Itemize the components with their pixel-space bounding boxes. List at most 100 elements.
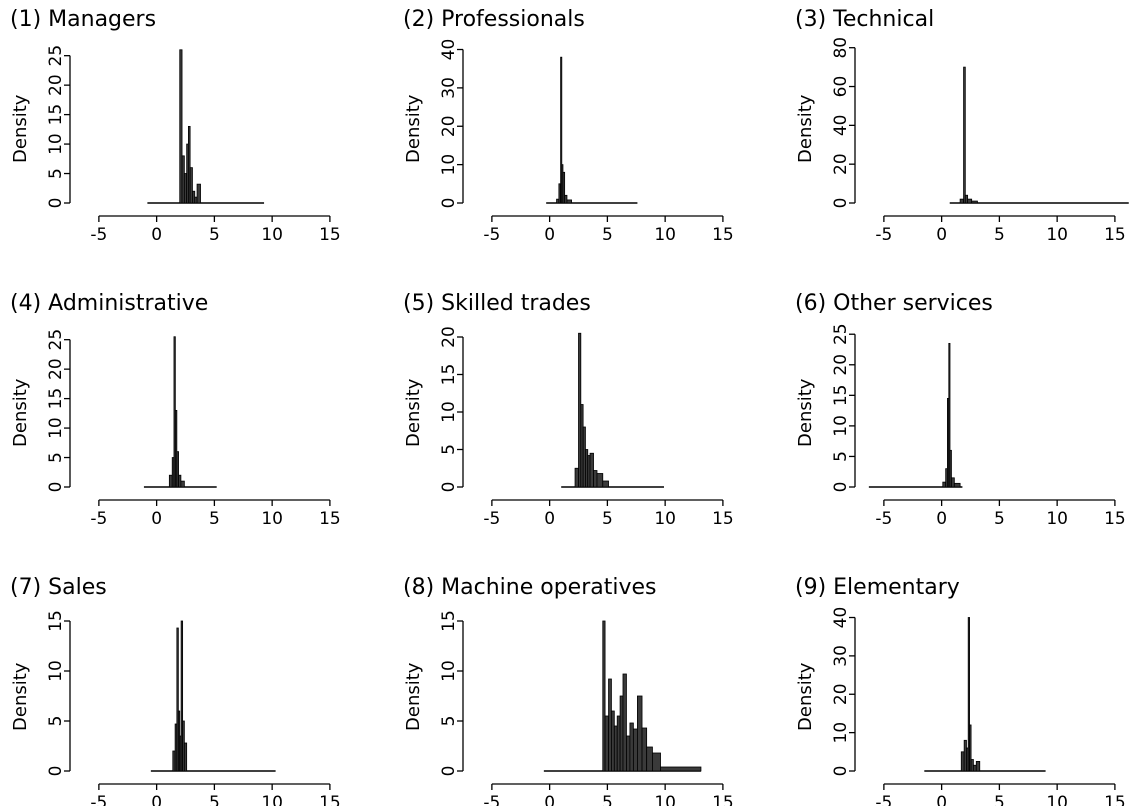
- x-tick-label: -5: [483, 225, 500, 245]
- x-tick-label: 0: [936, 509, 947, 529]
- x-tick-label: 5: [209, 509, 220, 529]
- histogram-bar: [942, 481, 947, 488]
- x-tick-label: 0: [936, 225, 947, 245]
- panel-6: (6) Other services Density 0 5 10 15 20 25 -5 0 5 1…: [795, 291, 1126, 529]
- y-axis-label: Density: [795, 378, 816, 447]
- y-tick-label: 15: [46, 388, 66, 410]
- x-tick-label: 0: [151, 225, 162, 245]
- panel-1: (1) Managers Density 0 5 10 15 20 25 -5 0 5 10 15: [10, 7, 341, 245]
- x-tick-label: 10: [1046, 509, 1068, 529]
- y-tick-label: 0: [46, 766, 66, 777]
- histogram-bar: [187, 125, 191, 204]
- x-tick-label: 15: [1104, 509, 1126, 529]
- histogram-bar: [604, 715, 609, 772]
- x-tick-label: 15: [1104, 793, 1126, 806]
- histogram-bar: [646, 746, 653, 772]
- y-tick-label: 15: [831, 385, 851, 407]
- y-tick-label: 5: [46, 716, 66, 727]
- histogram-bar: [574, 467, 579, 488]
- y-tick-label: 40: [831, 607, 851, 629]
- y-axis-label: Density: [403, 378, 424, 447]
- panel-9: (9) Elementary Density 0 10 20 30 40 -5 0 5 10 15: [795, 575, 1126, 806]
- y-tick-label: 30: [831, 645, 851, 667]
- x-tick-label: 10: [261, 225, 283, 245]
- panel-8: (8) Machine operatives Density 0 5 10 15 -5 0 5 1…: [403, 575, 734, 806]
- histogram-bar: [622, 673, 627, 772]
- x-tick-label: -5: [875, 509, 892, 529]
- histogram-bar: [967, 617, 970, 772]
- x-tick-label: 15: [712, 793, 734, 806]
- x-tick-label: -5: [483, 793, 500, 806]
- histogram-bar: [619, 695, 624, 772]
- histogram-bar: [596, 473, 604, 488]
- y-tick-label: 10: [831, 415, 851, 437]
- x-tick-label: 15: [319, 793, 341, 806]
- y-tick-label: 5: [46, 452, 66, 463]
- panel-4: (4) Administrative Density 0 5 10 15 20 25 -5 0 5 1…: [10, 291, 341, 529]
- y-tick-label: 15: [46, 104, 66, 126]
- histogram-bar: [967, 198, 973, 204]
- x-tick-label: -5: [90, 509, 107, 529]
- y-tick-label: 40: [831, 115, 851, 137]
- x-tick-label: 0: [151, 509, 162, 529]
- x-tick-label: 15: [712, 509, 734, 529]
- y-axis-label: Density: [10, 662, 31, 731]
- histogram-bar: [562, 171, 566, 204]
- histogram-bar: [971, 200, 978, 204]
- x-tick-label: 10: [654, 793, 676, 806]
- histogram-bar: [960, 751, 965, 772]
- y-tick-label: 10: [439, 660, 459, 682]
- histogram-bar: [972, 764, 977, 772]
- y-tick-label: 10: [46, 660, 66, 682]
- panel-title: (9) Elementary: [795, 575, 960, 600]
- y-tick-label: 20: [439, 326, 459, 348]
- y-tick-label: 15: [439, 364, 459, 386]
- y-tick-label: 0: [831, 198, 851, 209]
- panel-title: (8) Machine operatives: [403, 575, 656, 600]
- histogram-bar: [613, 725, 618, 772]
- x-tick-label: 0: [936, 793, 947, 806]
- histogram-bar: [180, 620, 184, 772]
- y-tick-label: 5: [831, 451, 851, 462]
- y-tick-label: 20: [831, 153, 851, 175]
- histogram-bar: [611, 710, 615, 772]
- y-tick-label: 0: [439, 482, 459, 493]
- panel-title: (4) Administrative: [10, 291, 208, 316]
- panel-5: (5) Skilled trades Density 0 5 10 15 20 -5 0 5 10 1…: [403, 291, 734, 529]
- histogram-bar: [593, 470, 598, 488]
- panel-title: (7) Sales: [10, 575, 107, 600]
- x-tick-label: 15: [319, 225, 341, 245]
- y-tick-label: 0: [439, 766, 459, 777]
- y-tick-label: 60: [831, 76, 851, 98]
- y-tick-label: 0: [46, 482, 66, 493]
- x-tick-label: -5: [90, 793, 107, 806]
- x-tick-label: 5: [602, 225, 613, 245]
- histogram-bar: [564, 194, 568, 204]
- y-axis-label: Density: [403, 662, 424, 731]
- histogram-bar: [626, 735, 631, 772]
- y-tick-label: 40: [439, 39, 459, 61]
- x-tick-label: 15: [712, 225, 734, 245]
- y-axis-label: Density: [403, 94, 424, 163]
- y-tick-label: 10: [439, 401, 459, 423]
- y-tick-label: 80: [831, 37, 851, 59]
- histogram-bar: [652, 752, 661, 772]
- y-tick-label: 20: [831, 683, 851, 705]
- histogram-bar: [969, 724, 972, 772]
- histogram-bar: [951, 477, 955, 488]
- y-tick-label: 15: [439, 610, 459, 632]
- histogram-bar: [632, 728, 638, 772]
- histogram-bar: [602, 620, 606, 772]
- y-tick-label: 10: [46, 133, 66, 155]
- x-tick-label: 5: [209, 793, 220, 806]
- histogram-bar: [179, 49, 183, 204]
- histogram-bar: [560, 56, 563, 204]
- y-tick-label: 5: [439, 716, 459, 727]
- y-tick-label: 10: [46, 417, 66, 439]
- panel-title: (1) Managers: [10, 7, 156, 32]
- x-tick-label: 5: [209, 225, 220, 245]
- y-tick-label: 20: [46, 358, 66, 380]
- x-tick-label: -5: [875, 225, 892, 245]
- y-tick-label: 25: [46, 329, 66, 351]
